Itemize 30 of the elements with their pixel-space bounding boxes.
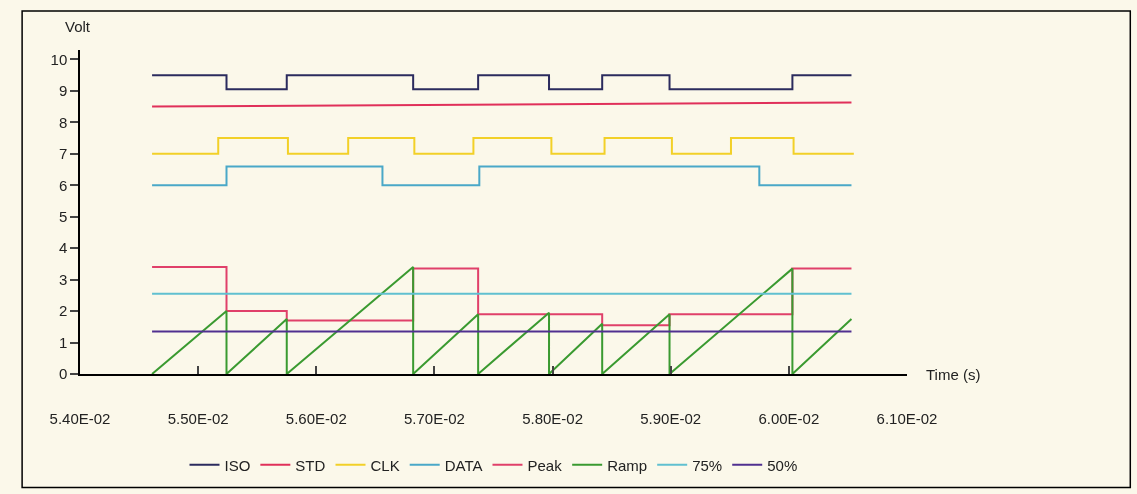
line-series (151, 266, 853, 374)
x-tick-label: 5.50E-02 (167, 409, 229, 427)
x-tick-label: 5.70E-02 (403, 409, 465, 427)
y-tick-label: 9 (58, 82, 68, 100)
y-tick-label: 2 (58, 302, 68, 320)
y-tick-label: 5 (58, 207, 68, 225)
y-tick-label: 3 (58, 270, 68, 288)
y-tick-label: 0 (58, 365, 68, 383)
legend-label: Ramp (607, 456, 648, 474)
y-tick-label: 7 (58, 145, 68, 163)
x-axis-title: Time (s) (926, 366, 981, 383)
x-tick-label: 5.90E-02 (640, 409, 702, 427)
y-tick-label: 10 (50, 50, 68, 68)
y-tick-label: 8 (58, 113, 68, 131)
x-tick-label: 5.60E-02 (285, 409, 347, 427)
x-tick-label: 5.40E-02 (49, 409, 111, 427)
y-axis-title: Volt (65, 18, 91, 35)
y-tick-label: 4 (58, 239, 68, 257)
x-tick-label: 5.80E-02 (522, 409, 584, 427)
legend-label: CLK (370, 456, 400, 474)
y-tick-label: 6 (58, 176, 68, 194)
legend-label: STD (295, 456, 326, 474)
legend-label: 50% (767, 456, 798, 474)
legend-label: 75% (692, 456, 723, 474)
x-tick-label: 6.10E-02 (876, 409, 938, 427)
legend-label: DATA (444, 456, 483, 474)
legend-label: ISO (224, 456, 251, 474)
y-tick-label: 1 (58, 333, 68, 351)
legend-label: Peak (527, 456, 563, 474)
x-tick-label: 6.00E-02 (758, 409, 820, 427)
